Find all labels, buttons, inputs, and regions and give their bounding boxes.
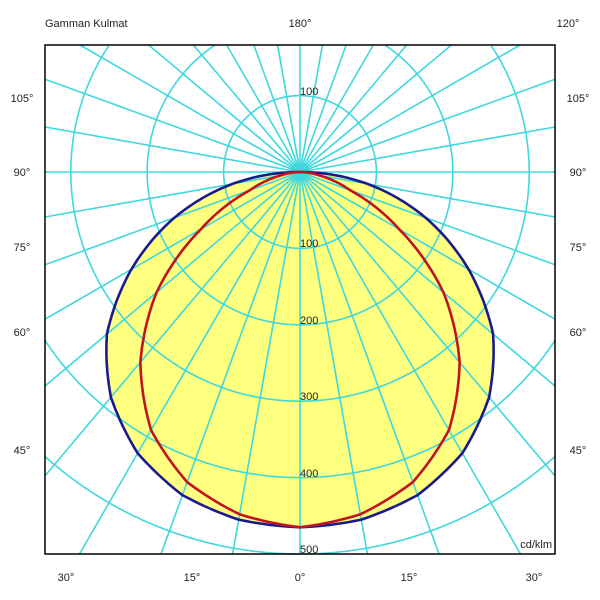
grid-spoke-210	[226, 44, 301, 173]
grid-spoke-140	[299, 44, 408, 173]
grid-spoke-40	[299, 171, 556, 477]
grid-spoke-80	[299, 171, 556, 218]
ring-label-top-100: 100	[300, 86, 318, 98]
top-label-120: 120°	[557, 18, 580, 30]
grid-ring-300	[300, 45, 531, 403]
grid-spoke-170	[299, 44, 324, 173]
left-label-45: 45°	[14, 445, 31, 457]
left-label-75: 75°	[14, 242, 31, 254]
grid-spoke-260	[44, 126, 301, 173]
grid-spoke-200	[253, 44, 301, 173]
ring-label-300: 300	[300, 391, 318, 403]
grid-spoke-130	[299, 44, 452, 173]
grid-spoke-330	[78, 171, 301, 555]
grid-spoke-110	[299, 78, 556, 173]
grid-spoke-280	[44, 171, 301, 218]
ring-label-200: 200	[300, 315, 318, 327]
grid-ring-500	[45, 456, 300, 555]
grid-spoke-340	[160, 171, 301, 555]
grid-spoke-10	[299, 171, 369, 555]
grid-ring-400	[44, 340, 300, 479]
grid-ring-200	[146, 44, 300, 326]
grid-ring-300	[70, 45, 300, 403]
right-label-75: 75°	[570, 242, 587, 254]
ring-label-100: 100	[300, 238, 318, 250]
ring-label-400: 400	[300, 468, 318, 480]
grid-spoke-300	[44, 171, 301, 320]
grid-spoke-150	[299, 44, 374, 173]
right-label-60: 60°	[570, 327, 587, 339]
right-label-45: 45°	[570, 445, 587, 457]
bottom-label-0: 0°	[295, 572, 306, 584]
grid-spoke-250	[44, 78, 301, 173]
grid-spoke-50	[299, 171, 556, 387]
grid-spoke-60	[299, 171, 556, 320]
grid-spoke-120	[299, 44, 521, 173]
grid-spoke-100	[299, 126, 556, 173]
plot-frame	[44, 44, 556, 555]
unit-label: cd/klm	[520, 539, 552, 551]
grid-spoke-320	[44, 171, 301, 477]
grid-spoke-350	[231, 171, 301, 555]
left-label-90: 90°	[14, 167, 31, 179]
grid-spoke-30	[299, 171, 522, 555]
ring-label-500: 500	[300, 544, 318, 556]
grid-ring-200	[300, 44, 454, 326]
top-label-180: 180°	[289, 18, 312, 30]
bottom-label-15-left: 15°	[184, 572, 201, 584]
grid-ring-500	[300, 456, 555, 555]
grid-spoke-230	[148, 44, 301, 173]
grid-spoke-220	[192, 44, 301, 173]
left-label-60: 60°	[14, 327, 31, 339]
series-line-1	[139, 170, 461, 529]
grid-spoke-310	[44, 171, 301, 387]
grid-spoke-190	[276, 44, 301, 173]
grid-spoke-160	[299, 44, 347, 173]
chart-title: Gamman Kulmat	[45, 18, 128, 30]
bottom-label-15-right: 15°	[401, 572, 418, 584]
bottom-label-30-right: 30°	[526, 572, 543, 584]
right-label-105: 105°	[567, 93, 590, 105]
right-label-90: 90°	[570, 167, 587, 179]
grid-ring-400	[300, 340, 556, 479]
left-label-105: 105°	[11, 93, 34, 105]
grid-spoke-20	[299, 171, 440, 555]
grid-spoke-240	[79, 44, 301, 173]
bottom-label-30-left: 30°	[58, 572, 75, 584]
